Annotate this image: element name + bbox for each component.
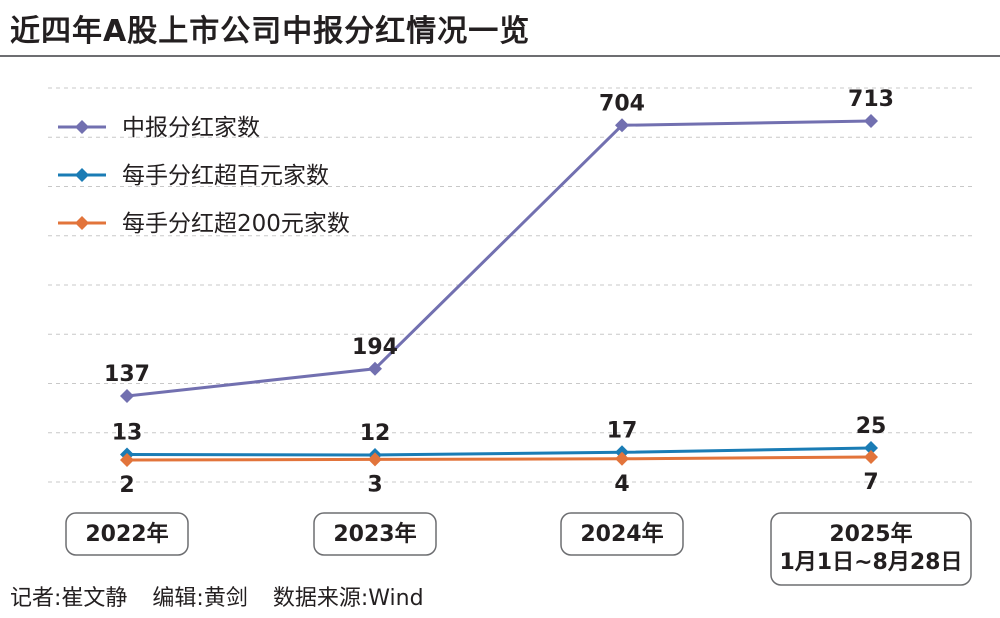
legend-marker [75, 168, 89, 182]
source-credit: 数据来源:Wind [272, 586, 424, 611]
category-label: 2025年 1月1日~8月28日 [780, 521, 963, 575]
data-point [120, 389, 134, 403]
data-label: 4 [614, 472, 629, 497]
legend-marker [75, 120, 89, 134]
data-label: 3 [367, 472, 382, 497]
data-point [120, 453, 134, 467]
category-label-line: 2023年 [333, 521, 416, 547]
data-point [368, 361, 382, 376]
category-box [560, 512, 684, 556]
credits-line: 记者:崔文静 编辑:黄剑 数据来源:Wind [10, 580, 442, 612]
data-label: 12 [360, 421, 391, 446]
data-label: 13 [112, 420, 143, 445]
category-label: 2023年 [333, 521, 416, 547]
category-label: 2022年 [85, 521, 168, 547]
legend-label: 每手分红超百元家数 [122, 163, 329, 189]
data-point [864, 114, 878, 128]
category-label-line: 2025年 [829, 521, 912, 547]
series-line-2 [126, 455, 872, 462]
data-label: 704 [599, 91, 645, 116]
data-point [615, 118, 629, 133]
series-line-0 [126, 119, 872, 398]
legend-label: 每手分红超200元家数 [122, 211, 350, 237]
chart-title: 近四年A股上市公司中报分红情况一览 [10, 14, 531, 49]
legend-marker [75, 216, 89, 230]
data-label: 25 [856, 414, 887, 439]
title-divider [0, 55, 1000, 57]
data-label: 137 [104, 362, 150, 387]
category-label-line: 2022年 [85, 521, 168, 547]
editor-credit: 编辑:黄剑 [152, 586, 248, 611]
data-point [864, 441, 878, 455]
data-label: 713 [848, 87, 894, 112]
data-label: 194 [352, 335, 398, 360]
data-point [864, 450, 878, 464]
series-line-1 [126, 446, 872, 457]
category-box [65, 512, 189, 556]
data-label: 2 [119, 473, 134, 498]
reporter-credit: 记者:崔文静 [10, 586, 128, 611]
legend-label: 中报分红家数 [122, 115, 260, 141]
data-point [615, 451, 629, 466]
category-box [313, 512, 437, 556]
category-label-line: 2024年 [580, 521, 663, 547]
data-label: 7 [863, 470, 878, 495]
data-point [368, 452, 382, 467]
category-label: 2024年 [580, 521, 663, 547]
data-label: 17 [607, 418, 638, 443]
category-label-line: 1月1日~8月28日 [780, 550, 963, 575]
category-box [770, 512, 972, 586]
